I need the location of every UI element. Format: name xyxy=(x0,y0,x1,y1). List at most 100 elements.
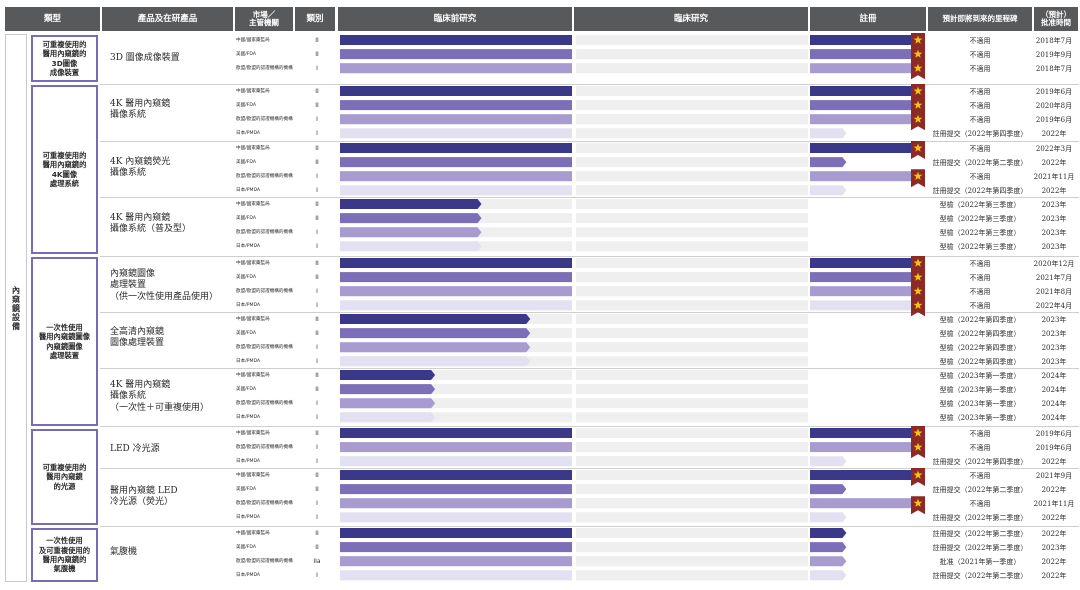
milestone-label: 型檢（2022年第四季度） xyxy=(939,316,1021,324)
class-label: II xyxy=(315,87,319,95)
milestone-label: 註冊提交（2022年第二季度） xyxy=(932,572,1028,581)
approved-star-icon xyxy=(911,284,925,303)
clinical-bar xyxy=(576,528,808,538)
clinical-bar xyxy=(576,63,808,74)
clinical-track xyxy=(576,412,808,423)
class-label: II xyxy=(315,144,319,152)
approval-year-label: 2019年6月 xyxy=(1035,88,1073,96)
market-label: 中國/國家藥監局 xyxy=(236,89,270,94)
clinical-track xyxy=(576,398,808,409)
milestone-label: 不適用 xyxy=(969,102,991,111)
market-label: 歐盟/歐盟的認證機構的機構 xyxy=(236,230,293,236)
approved-star-icon xyxy=(911,496,925,515)
clinical-bar xyxy=(576,470,808,480)
market-label: 日本/PMDA xyxy=(236,359,261,365)
milestone-label: 型檢（2022年第四季度） xyxy=(939,358,1021,367)
approval-year-label: 2022年 xyxy=(1041,130,1067,139)
approval-year-label: 2023年 xyxy=(1041,243,1067,252)
preclinical-bar xyxy=(340,114,572,125)
clinical-track xyxy=(576,356,808,367)
class-label: I xyxy=(316,228,318,236)
clinical-bar xyxy=(576,498,808,509)
approved-star-icon xyxy=(911,440,925,459)
class-label: I xyxy=(316,115,318,123)
preclinical-bar xyxy=(340,128,572,139)
class-label: I xyxy=(316,287,318,295)
preclinical-bar xyxy=(340,528,572,538)
product-name-led-light: LED 冷光源 xyxy=(110,444,160,454)
preclinical-bar xyxy=(340,398,436,409)
approval-year-label: 2021年9月 xyxy=(1035,472,1073,480)
preclinical-bar xyxy=(340,199,482,209)
class-label: I xyxy=(316,186,318,194)
registration-bar xyxy=(810,35,912,45)
market-label: 美國/FDA xyxy=(236,331,256,337)
preclinical-bar xyxy=(340,428,572,438)
milestone-label: 註冊提交（2022年第四季度） xyxy=(932,458,1028,467)
preclinical-bar xyxy=(340,512,572,523)
product-separator xyxy=(100,84,1079,85)
product-separator xyxy=(100,256,1079,257)
registration-bar xyxy=(810,286,912,297)
approval-year-label: 2020年12月 xyxy=(1033,260,1075,268)
clinical-track xyxy=(576,328,808,339)
class-label: II xyxy=(315,529,319,537)
class-label: I xyxy=(316,443,318,451)
clinical-bar xyxy=(576,456,808,467)
market-label: 美國/FDA xyxy=(236,487,256,493)
market-label: 歐盟/歐盟的認證機構的機構 xyxy=(236,401,293,407)
preclinical-bar xyxy=(340,227,482,238)
approved-star-icon xyxy=(911,426,925,444)
milestone-label: 不適用 xyxy=(969,444,991,453)
approved-star-icon xyxy=(911,112,925,131)
market-label: 歐盟/歐盟的認證機構的機構 xyxy=(236,559,293,565)
class-label: II xyxy=(315,200,319,208)
class-label: I xyxy=(316,129,318,137)
preclinical-bar xyxy=(340,470,572,480)
registration-bar xyxy=(810,258,912,268)
approval-year-label: 2021年11月 xyxy=(1033,173,1075,182)
registration-bar xyxy=(810,157,847,168)
market-label: 日本/PMDA xyxy=(236,244,261,250)
class-label: I xyxy=(316,343,318,351)
preclinical-bar xyxy=(340,456,572,467)
clinical-bar xyxy=(576,484,808,495)
approval-year-label: 2023年 xyxy=(1041,229,1067,238)
approval-year-label: 2018年7月 xyxy=(1035,37,1073,45)
clinical-bar xyxy=(576,300,808,311)
approval-year-label: 2024年 xyxy=(1041,372,1067,380)
preclinical-bar xyxy=(340,342,531,353)
preclinical-bar xyxy=(340,171,572,182)
class-label: II xyxy=(315,259,319,267)
approval-year-label: 2024年 xyxy=(1041,400,1067,409)
clinical-bar xyxy=(576,512,808,523)
approval-year-label: 2022年 xyxy=(1041,486,1067,495)
approval-year-label: 2023年 xyxy=(1041,544,1067,553)
market-label: 歐盟/歐盟的認證機構的機構 xyxy=(236,501,293,507)
milestone-label: 註冊提交（2022年第四季度） xyxy=(932,187,1028,196)
product-name-image-processor: 內窺鏡圖像 處理裝置 （供一次性使用產品使用） xyxy=(110,269,219,302)
approval-year-label: 2022年3月 xyxy=(1035,145,1073,153)
market-label: 中國/國家藥監局 xyxy=(236,202,270,207)
milestone-label: 型檢（2022年第三季度） xyxy=(939,243,1021,252)
preclinical-bar xyxy=(340,300,572,311)
milestone-label: 型檢（2023年第一季度） xyxy=(939,372,1021,380)
product-name-4k-fluorescence: 4K 內窺鏡熒光 攝像系統 xyxy=(110,157,171,179)
preclinical-bar xyxy=(340,213,482,224)
market-label: 歐盟/歐盟的認證機構的機構 xyxy=(236,289,293,295)
approval-year-label: 2021年7月 xyxy=(1035,274,1073,283)
header-milestone: 預計即將到來的里程碑 xyxy=(928,7,1032,31)
approval-year-label: 2023年 xyxy=(1041,316,1067,324)
clinical-bar xyxy=(576,35,808,45)
category-box-single-use: 一次性使用 醫用內窺鏡圖像 內窺鏡圖像 處理裝置 xyxy=(31,257,98,426)
approval-year-label: 2022年 xyxy=(1041,159,1067,168)
product-separator xyxy=(100,312,1079,313)
preclinical-bar xyxy=(340,442,572,453)
preclinical-bar xyxy=(340,370,436,380)
approval-year-label: 2021年8月 xyxy=(1035,288,1073,297)
milestone-label: 註冊提交（2022年第二季度） xyxy=(932,514,1028,523)
class-label: II xyxy=(315,471,319,479)
approval-year-label: 2022年 xyxy=(1041,530,1067,538)
class-label: I xyxy=(316,242,318,250)
